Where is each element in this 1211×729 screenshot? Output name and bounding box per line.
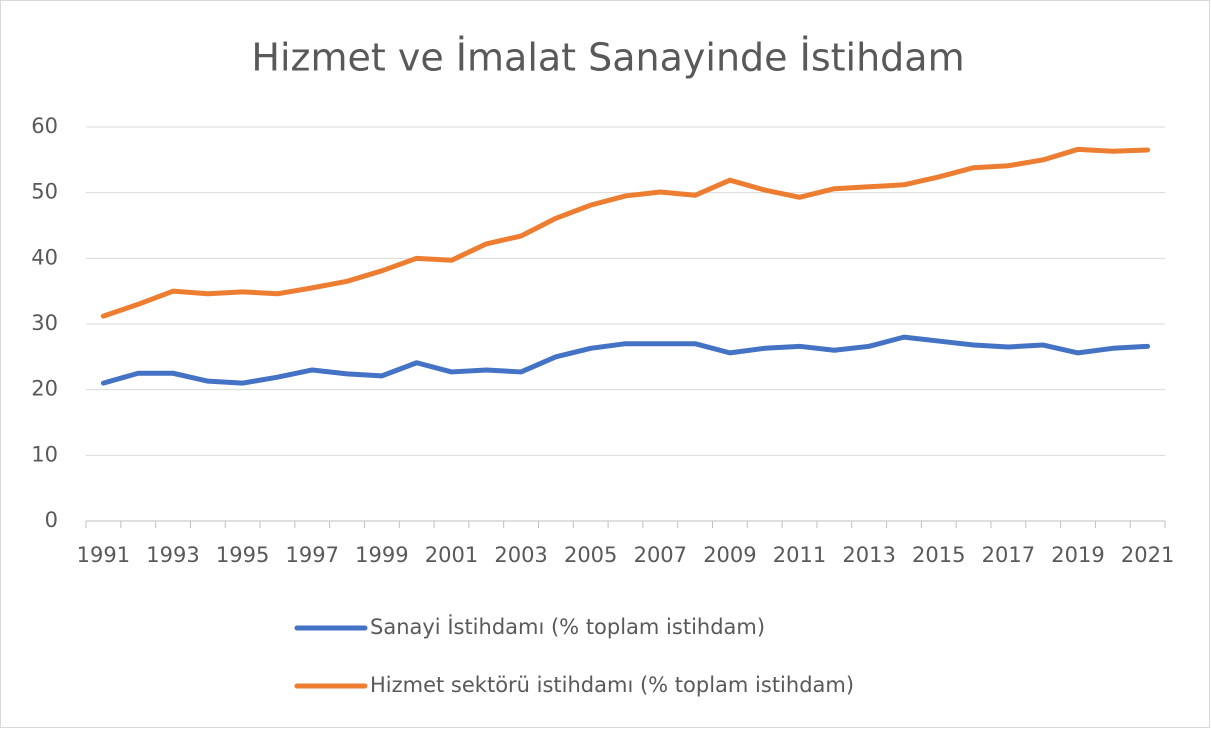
x-tick-label: 2001	[425, 543, 478, 567]
x-tick-label: 2015	[912, 543, 965, 567]
y-tick-label: 20	[31, 377, 58, 401]
x-tick-label: 1995	[216, 543, 269, 567]
x-tick-label: 2019	[1051, 543, 1104, 567]
x-tick-label: 1999	[355, 543, 408, 567]
x-tick-label: 2017	[982, 543, 1035, 567]
y-tick-label: 10	[31, 442, 58, 466]
x-tick-label: 2011	[773, 543, 826, 567]
chart-title: Hizmet ve İmalat Sanayinde İstihdam	[251, 36, 964, 80]
y-tick-label: 30	[31, 311, 58, 335]
x-tick-label: 2013	[842, 543, 895, 567]
x-tick-label: 2007	[634, 543, 687, 567]
line-series	[100, 146, 1151, 319]
legend-label: Hizmet sektörü istihdamı (% toplam istih…	[370, 673, 854, 697]
line-series	[100, 334, 1151, 386]
y-tick-label: 0	[45, 508, 58, 532]
x-tick-label: 2005	[564, 543, 617, 567]
legend-label: Sanayi İstihdamı (% toplam istihdam)	[370, 614, 765, 639]
x-tick-label: 2009	[703, 543, 756, 567]
x-tick-label: 2003	[494, 543, 547, 567]
y-tick-label: 60	[31, 114, 58, 138]
x-tick-label: 1991	[77, 543, 130, 567]
y-tick-label: 50	[31, 180, 58, 204]
x-tick-label: 1993	[146, 543, 199, 567]
x-tick-label: 2021	[1121, 543, 1174, 567]
y-tick-label: 40	[31, 245, 58, 269]
x-tick-label: 1997	[286, 543, 339, 567]
